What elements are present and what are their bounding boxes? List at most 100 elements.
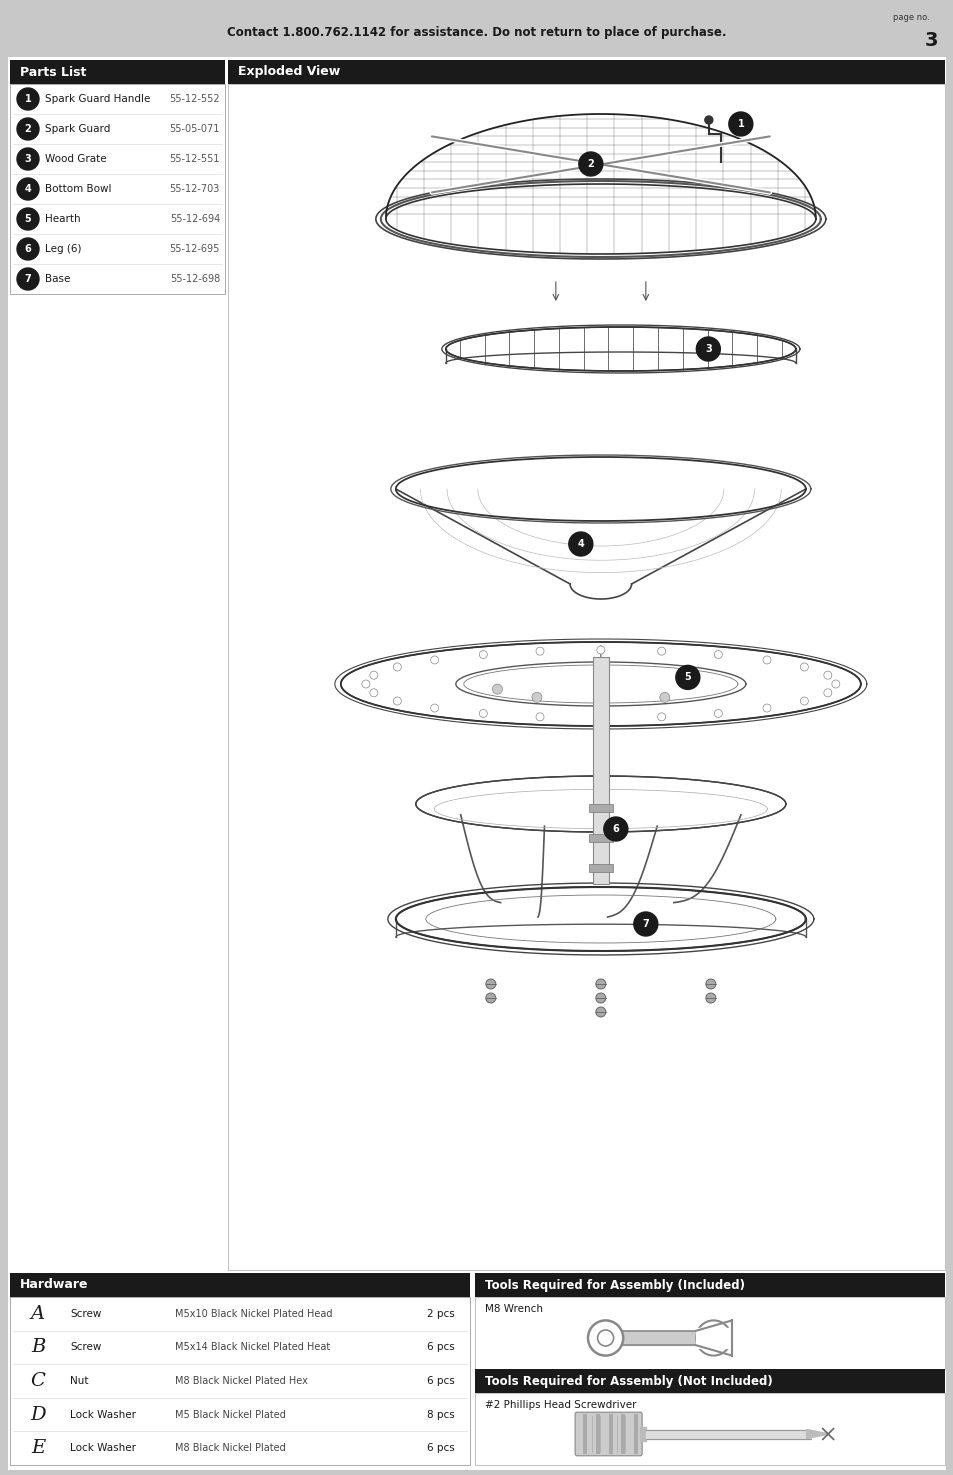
Bar: [10, 60, 225, 84]
Text: 55-05-071: 55-05-071: [170, 124, 220, 134]
Circle shape: [17, 268, 39, 291]
Circle shape: [536, 712, 543, 721]
Circle shape: [485, 979, 496, 990]
Polygon shape: [805, 1429, 828, 1438]
Circle shape: [485, 993, 496, 1003]
Circle shape: [603, 817, 627, 841]
Text: #2 Phillips Head Screwdriver: #2 Phillips Head Screwdriver: [484, 1400, 636, 1410]
Circle shape: [430, 656, 438, 664]
Bar: [596, 1415, 599, 1454]
Circle shape: [657, 648, 665, 655]
Text: 4: 4: [25, 184, 31, 195]
Polygon shape: [416, 776, 785, 832]
Text: Tools Required for Assembly (Not Included): Tools Required for Assembly (Not Include…: [484, 1375, 772, 1388]
Text: 4: 4: [577, 538, 583, 549]
Text: 1: 1: [737, 119, 743, 128]
Circle shape: [17, 208, 39, 230]
Circle shape: [532, 692, 541, 702]
Text: Contact 1.800.762.1142 for assistance. Do not return to place of purchase.: Contact 1.800.762.1142 for assistance. D…: [227, 25, 726, 38]
Circle shape: [370, 689, 377, 696]
Circle shape: [536, 648, 543, 655]
Text: Base: Base: [45, 274, 71, 285]
Polygon shape: [445, 327, 795, 372]
Circle shape: [696, 1320, 730, 1356]
Bar: [475, 1273, 944, 1297]
Polygon shape: [340, 642, 860, 726]
Text: Screw: Screw: [70, 1308, 101, 1319]
Text: 7: 7: [641, 919, 649, 929]
Bar: [588, 864, 612, 872]
Circle shape: [800, 662, 807, 671]
Polygon shape: [395, 886, 805, 951]
Bar: [475, 1369, 944, 1392]
Text: 6 pcs: 6 pcs: [427, 1342, 455, 1353]
Text: 1: 1: [25, 94, 31, 105]
Text: Screw: Screw: [70, 1342, 101, 1353]
Bar: [0, 0, 953, 52]
Bar: [475, 1297, 944, 1369]
Circle shape: [823, 671, 831, 678]
Circle shape: [705, 979, 715, 990]
Text: M5x14 Black Nickel Plated Heat: M5x14 Black Nickel Plated Heat: [174, 1342, 330, 1353]
Circle shape: [17, 148, 39, 170]
Circle shape: [657, 712, 665, 721]
Text: Nut: Nut: [70, 1376, 89, 1386]
Circle shape: [492, 684, 502, 695]
Bar: [10, 1273, 470, 1297]
Text: M5 Black Nickel Plated: M5 Black Nickel Plated: [174, 1410, 286, 1419]
Text: A: A: [30, 1305, 45, 1323]
Circle shape: [714, 709, 721, 717]
Text: Hearth: Hearth: [45, 214, 81, 224]
Circle shape: [17, 88, 39, 111]
Circle shape: [393, 662, 401, 671]
Text: C: C: [30, 1372, 46, 1389]
Circle shape: [578, 152, 602, 176]
Circle shape: [800, 698, 807, 705]
Text: 3: 3: [923, 31, 937, 50]
Bar: [228, 84, 944, 1270]
Bar: [588, 804, 612, 813]
Text: 2: 2: [587, 159, 594, 170]
Bar: [10, 84, 225, 294]
Text: D: D: [30, 1406, 46, 1423]
Bar: [228, 60, 944, 84]
Circle shape: [597, 1330, 613, 1347]
Bar: [583, 1415, 587, 1454]
Text: 55-12-694: 55-12-694: [170, 214, 220, 224]
Circle shape: [478, 709, 487, 717]
Polygon shape: [385, 114, 815, 218]
Circle shape: [597, 646, 604, 653]
Text: M8 Wrench: M8 Wrench: [484, 1304, 542, 1314]
Text: 2 pcs: 2 pcs: [427, 1308, 455, 1319]
Text: Lock Washer: Lock Washer: [70, 1443, 136, 1453]
Text: 55-12-551: 55-12-551: [170, 153, 220, 164]
FancyBboxPatch shape: [575, 1412, 641, 1456]
Text: Wood Grate: Wood Grate: [45, 153, 107, 164]
Circle shape: [596, 696, 605, 705]
Text: 2: 2: [25, 124, 31, 134]
Circle shape: [705, 993, 715, 1003]
Text: 55-12-703: 55-12-703: [170, 184, 220, 195]
Text: M5x10 Black Nickel Plated Head: M5x10 Black Nickel Plated Head: [174, 1308, 333, 1319]
Circle shape: [762, 704, 770, 712]
Circle shape: [633, 912, 658, 937]
Text: Parts List: Parts List: [20, 65, 87, 78]
Text: Leg (6): Leg (6): [45, 243, 81, 254]
Text: 55-12-698: 55-12-698: [170, 274, 220, 285]
Circle shape: [596, 979, 605, 990]
Circle shape: [370, 671, 377, 678]
Circle shape: [597, 714, 604, 721]
Text: Hardware: Hardware: [20, 1279, 89, 1292]
Text: M8 Black Nickel Plated Hex: M8 Black Nickel Plated Hex: [174, 1376, 308, 1386]
Bar: [620, 1415, 624, 1454]
Polygon shape: [395, 457, 805, 584]
Text: 7: 7: [25, 274, 31, 285]
Text: 8 pcs: 8 pcs: [427, 1410, 455, 1419]
Circle shape: [393, 698, 401, 705]
Circle shape: [17, 118, 39, 140]
Text: 6 pcs: 6 pcs: [427, 1443, 455, 1453]
Circle shape: [675, 665, 700, 689]
Circle shape: [17, 178, 39, 201]
Bar: [10, 1297, 470, 1465]
Text: 6: 6: [612, 825, 618, 833]
